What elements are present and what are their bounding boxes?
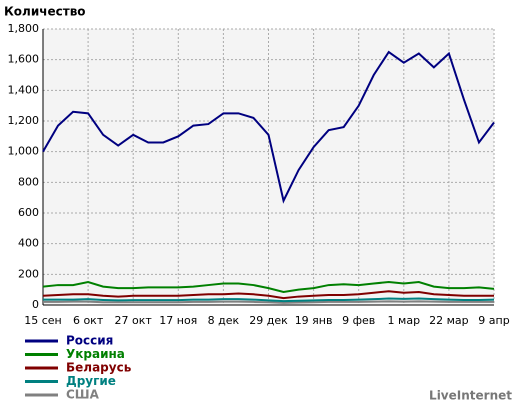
y-tick-label: 1,000	[8, 145, 40, 158]
y-tick-label: 200	[18, 267, 39, 280]
x-tick-label: 6 окт	[73, 314, 104, 327]
x-tick-label: 27 окт	[115, 314, 153, 327]
y-tick-label: 1,600	[8, 53, 40, 66]
y-tick-label: 600	[18, 206, 39, 219]
credit: LiveInternet	[429, 389, 512, 403]
x-tick-label: 19 янв	[295, 314, 333, 327]
x-tick-label: 15 сен	[24, 314, 62, 327]
y-tick-label: 1,800	[8, 22, 40, 35]
series-line	[42, 280, 495, 293]
x-tick-label: 22 мар	[429, 314, 469, 327]
legend-label: Украина	[66, 347, 125, 361]
legend-label: США	[66, 388, 100, 402]
legend-label: Другие	[66, 374, 116, 388]
series-line	[42, 290, 494, 300]
y-tick-label: 1,200	[8, 114, 40, 127]
y-tick-label: 400	[18, 237, 39, 250]
x-tick-label: 9 фев	[342, 314, 375, 327]
x-tick-label: 1 мар	[388, 314, 421, 327]
series-line	[42, 50, 495, 204]
legend-label: Беларусь	[66, 361, 132, 375]
series-line	[43, 300, 494, 304]
x-tick-label: 8 дек	[208, 314, 240, 327]
y-tick-label: 0	[32, 298, 39, 311]
x-tick-label: 29 дек	[249, 314, 288, 327]
y-tick-label: 800	[18, 175, 39, 188]
series-line	[43, 297, 495, 303]
chart-title: Количество	[4, 5, 86, 19]
y-tick-label: 1,400	[8, 83, 40, 96]
legend-label: Россия	[66, 334, 113, 348]
x-tick-label: 9 апр	[478, 314, 509, 327]
x-tick-label: 17 ноя	[159, 314, 197, 327]
